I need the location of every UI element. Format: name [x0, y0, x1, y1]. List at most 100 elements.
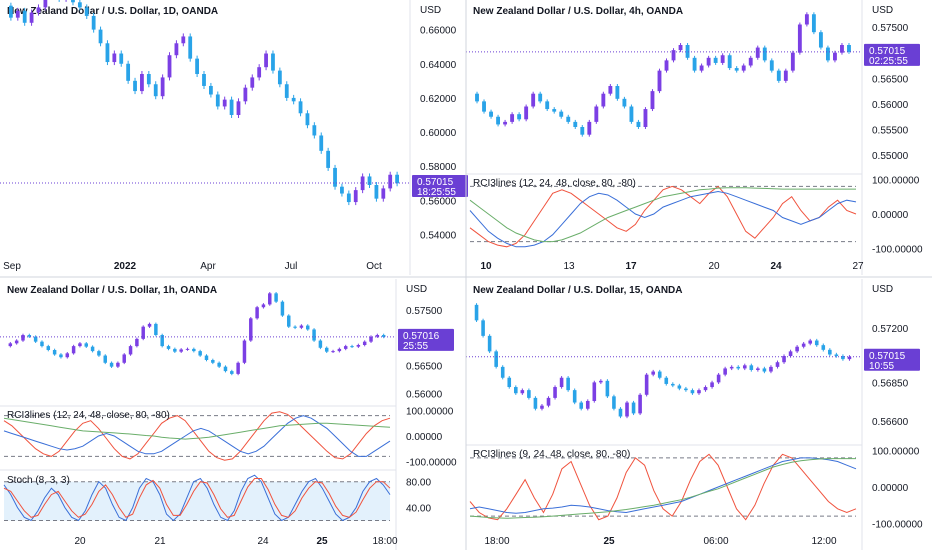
candle-body — [833, 52, 837, 61]
candle-body — [374, 184, 379, 199]
stoch-tick-label: 80.00 — [406, 478, 431, 489]
candle-body — [825, 47, 830, 61]
price-tick-label: 0.56000 — [406, 389, 443, 400]
chart-title[interactable]: New Zealand Dollar / U.S. Dollar, 1h, OA… — [7, 285, 217, 296]
price-tick-label: 0.56600 — [872, 417, 909, 428]
candle-body — [185, 348, 190, 350]
candle-body — [678, 45, 683, 51]
rci-tick-label: -100.00000 — [872, 245, 923, 256]
candle-body — [821, 345, 826, 350]
candle-body — [638, 394, 642, 414]
candle-body — [618, 408, 623, 417]
candle-body — [116, 362, 120, 367]
time-tick-label: 12:00 — [811, 536, 836, 547]
price-tick-label: 0.57500 — [872, 23, 909, 34]
candle-body — [27, 335, 32, 337]
candle-body — [230, 371, 234, 374]
candle-body — [489, 111, 493, 117]
candle-body — [90, 346, 95, 352]
candle-body — [727, 55, 732, 69]
candle-body — [33, 336, 38, 342]
candle-body — [298, 101, 303, 114]
candle-body — [192, 348, 196, 352]
candle-body — [783, 70, 788, 81]
stoch-indicator-label[interactable]: Stoch (8, 3, 3) — [7, 475, 70, 486]
candle-body — [742, 365, 747, 369]
candle-body — [533, 397, 538, 409]
chart-title[interactable]: New Zealand Dollar / U.S. Dollar, 4h, OA… — [473, 6, 683, 17]
candle-body — [77, 2, 82, 8]
candle-body — [40, 341, 44, 347]
candle-body — [305, 325, 310, 330]
candle-body — [671, 50, 676, 61]
price-tick-label: 0.56500 — [406, 362, 443, 373]
candle-body — [167, 55, 172, 78]
candle-body — [841, 356, 845, 360]
chart-panel-2: New Zealand Dollar / U.S. Dollar, 4h, OA… — [466, 0, 923, 275]
candle-body — [801, 343, 806, 347]
chart-title[interactable]: New Zealand Dollar / U.S. Dollar, 15, OA… — [473, 285, 683, 296]
candle-body — [643, 109, 648, 127]
candle-body — [517, 114, 522, 120]
chart-panel-1: New Zealand Dollar / U.S. Dollar, 1D, OA… — [0, 0, 468, 275]
candle-body — [720, 55, 725, 63]
time-tick-label: Oct — [366, 261, 382, 272]
candle-body — [126, 63, 131, 81]
time-tick-label: 13 — [563, 261, 575, 272]
candle-body — [513, 387, 518, 394]
candle-body — [147, 323, 152, 327]
candle-body — [531, 93, 536, 107]
candle-body — [769, 60, 774, 71]
price-tick-label: 0.56500 — [872, 74, 909, 85]
rci-indicator-label[interactable]: RCI3lines (12, 24, 48, close, 80, -80) — [7, 410, 170, 421]
rci-mid-line — [3, 415, 391, 457]
candle-body — [242, 340, 247, 363]
candle-body — [271, 53, 275, 71]
rci-tick-label: 100.00000 — [406, 407, 454, 418]
candle-body — [828, 349, 832, 355]
candle-body — [103, 355, 107, 363]
candle-body — [223, 366, 228, 372]
rci-indicator-label[interactable]: RCI3lines (12, 24, 48, close, 80, -80) — [473, 178, 636, 189]
time-tick-label: Jul — [285, 261, 298, 272]
candle-body — [331, 351, 335, 353]
candle-body — [790, 52, 795, 71]
candle-body — [229, 99, 234, 115]
rci-mid-line — [469, 190, 857, 248]
candle-body — [119, 53, 124, 64]
candle-body — [346, 193, 351, 203]
candle-body — [29, 12, 34, 23]
candle-body — [572, 390, 577, 403]
rci-indicator-label[interactable]: RCI3lines (9, 24, 48, close, 80, -80) — [473, 449, 630, 460]
time-tick-label: 25 — [316, 536, 328, 547]
candle-body — [312, 125, 317, 136]
chart-title[interactable]: New Zealand Dollar / U.S. Dollar, 1D, OA… — [7, 6, 218, 17]
candle-body — [8, 343, 13, 347]
candle-body — [510, 114, 515, 122]
candle-body — [729, 366, 734, 369]
candle-body — [257, 67, 262, 78]
candle-body — [217, 362, 221, 367]
candle-body — [154, 323, 158, 335]
candle-body — [14, 340, 19, 344]
price-tick-label: 0.57200 — [872, 324, 909, 335]
rci-short-line — [469, 453, 857, 521]
candle-body — [91, 15, 96, 30]
price-tick-label: 0.55000 — [872, 151, 909, 162]
candle-body — [215, 94, 220, 107]
time-tick-label: 27 — [852, 261, 864, 272]
price-tick-label: 0.56000 — [872, 100, 909, 111]
currency-label: USD — [872, 284, 893, 295]
candle-body — [664, 60, 669, 71]
candle-body — [650, 91, 655, 110]
last-price-badge — [412, 175, 468, 198]
candle-body — [615, 86, 620, 99]
candle-body — [353, 190, 358, 203]
candle-body — [585, 400, 590, 409]
candle-body — [814, 340, 819, 346]
candle-body — [293, 326, 297, 328]
candle-body — [43, 0, 48, 8]
rci-tick-label: 0.00000 — [406, 432, 443, 443]
candle-body — [112, 53, 117, 63]
candle-body — [579, 402, 584, 409]
